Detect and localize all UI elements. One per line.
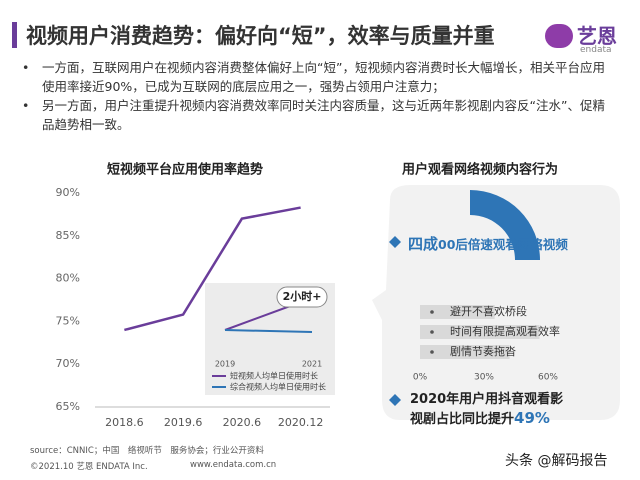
x-tick-label: 0% (413, 373, 428, 383)
bar (420, 325, 540, 339)
x-tick-label: 30% (474, 373, 494, 383)
diamond (389, 236, 401, 248)
x-tick-label: 2019.6 (164, 416, 203, 429)
x-tick-label: 2020.12 (278, 416, 324, 429)
legend-label: 短视频人均单日使用时长 (230, 371, 318, 381)
donut-arc (470, 190, 540, 260)
chart-title: 短视频平台应用使用率趋势 (107, 162, 263, 178)
bullet: 一方面，互联网用户在视频内容消费整体偏好上向“短”，短视频内容消费时长大幅增长，… (42, 60, 605, 94)
bullet: 另一方面，用户注重提升视频内容消费效率同时关注内容质量，这与近两年影视剧内容反“… (42, 98, 605, 132)
panel-bg (372, 185, 620, 420)
bar (420, 345, 510, 359)
url: www.endata.com.cn (190, 460, 277, 470)
note-text: 2020年用户用抖音观看影视剧占比同比提升 (410, 392, 564, 427)
y-tick-label: 65% (56, 400, 80, 413)
bar-label: 避开不喜欢桥段 (450, 304, 527, 318)
logo-icon (545, 24, 573, 48)
diamond (389, 394, 401, 406)
watermark: 头条 @解码报告 (505, 453, 608, 469)
callout (276, 286, 328, 308)
note-emphasis: 49% (514, 409, 550, 427)
callout-text: 2小时+ (283, 289, 322, 303)
line (124, 206, 301, 332)
y-tick-label: 80% (56, 272, 80, 285)
logo-text: 艺恩 (577, 24, 617, 48)
bullet-dot (430, 350, 434, 354)
note: 2020年用户用抖音观看影视剧占比同比提升49% (410, 390, 575, 429)
bullets: • 一方面，互联网用户在视频内容消费整体偏好上向“短”，短视频内容消费时长大幅增长… (22, 60, 605, 132)
inset-x-label: 2021 (302, 360, 322, 369)
y-tick-label: 90% (56, 186, 80, 199)
bar-label: 时间有限提高观看效率 (450, 324, 560, 338)
inset-x-label: 2019 (215, 360, 235, 369)
y-tick-label: 70% (56, 357, 80, 370)
y-tick-label: 85% (56, 229, 80, 242)
chart-title: 用户观看网络视频内容行为 (401, 162, 558, 178)
copyright: ©2021.10 艺恩 ENDATA Inc. (30, 462, 148, 472)
x-tick-label: 2018.6 (105, 416, 144, 429)
logo-sub: endata (580, 45, 612, 55)
title-bar (12, 22, 17, 48)
bar (420, 305, 495, 319)
y-tick-label: 75% (56, 314, 80, 327)
bullet-dot (430, 310, 434, 314)
x-tick-label: 60% (538, 373, 558, 383)
highlight-emphasis: 四成 (408, 235, 439, 253)
bullet-dot (430, 330, 434, 334)
bar-label: 剧情节奏拖沓 (450, 344, 516, 358)
highlight: 四成00后倍速观看网络视频 (408, 233, 568, 254)
inset-line (224, 329, 313, 333)
legend-label: 综合视频人均单日使用时长 (230, 382, 326, 392)
source: source：CNNIC；中国 络视听节 服务协会；行业公开资料 (30, 446, 264, 456)
x-tick-label: 2020.6 (223, 416, 262, 429)
page-title: 视频用户消费趋势：偏好向“短”，效率与质量并重 (26, 24, 495, 48)
highlight-text: 00后倍速观看网络视频 (438, 237, 568, 252)
